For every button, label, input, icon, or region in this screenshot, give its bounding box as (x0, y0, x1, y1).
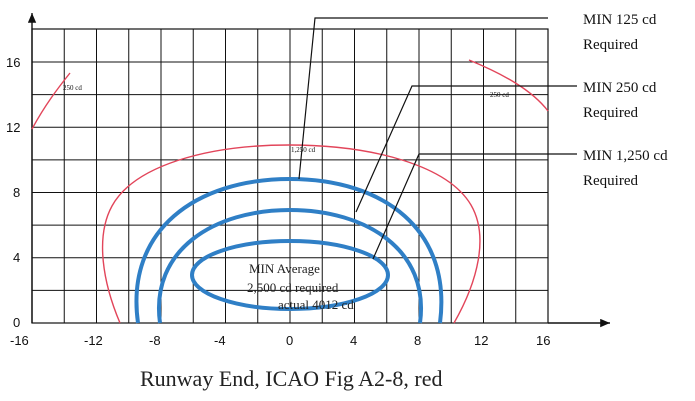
grid (31, 28, 549, 324)
blue-contour-middle (156, 207, 424, 324)
x-tick-8: 8 (414, 333, 421, 348)
callout-leader-1250 (372, 153, 577, 260)
red-contour-center (101, 144, 481, 324)
red-contour-labels: 250 cd 250 cd 1,250 cd (63, 84, 509, 154)
x-tick-0: 0 (286, 333, 293, 348)
y-tick-4: 4 (13, 250, 20, 265)
x-tick-minus-4: -4 (214, 333, 226, 348)
center-label-line-1: MIN Average (249, 261, 320, 276)
center-label-line-2: 2,500 cd required (247, 280, 339, 295)
red-contours (31, 59, 549, 324)
y-tick-16: 16 (6, 55, 20, 70)
callout-1250-line-1: MIN 1,250 cd (583, 148, 668, 164)
callout-125-line-2: Required (583, 37, 638, 53)
red-label-center: 1,250 cd (291, 146, 316, 154)
x-tick-4: 4 (350, 333, 357, 348)
red-label-left: 250 cd (63, 84, 82, 92)
center-label: MIN Average 2,500 cd required actual 401… (247, 261, 354, 312)
callout-125-line-1: MIN 125 cd (583, 12, 657, 28)
y-tick-0: 0 (13, 315, 20, 330)
x-tick-16: 16 (536, 333, 550, 348)
figure-caption: Runway End, ICAO Fig A2-8, red (140, 366, 442, 391)
x-tick-minus-16: -16 (10, 333, 29, 348)
callout-250-line-1: MIN 250 cd (583, 80, 657, 96)
red-contour-right-upper (468, 59, 549, 112)
center-label-line-3: actual 4012 cd (278, 297, 354, 312)
y-tick-12: 12 (6, 120, 20, 135)
x-tick-minus-12: -12 (84, 333, 103, 348)
blue-contour-outer (134, 176, 444, 324)
callout-leader-125 (298, 17, 548, 180)
red-label-right: 250 cd (490, 91, 509, 99)
blue-contours (134, 176, 444, 324)
red-contour-left-upper (31, 72, 71, 130)
callout-1250-line-2: Required (583, 173, 638, 189)
x-tick-12: 12 (474, 333, 488, 348)
axes (27, 12, 610, 328)
callout-leaders (298, 17, 577, 260)
x-tick-minus-8: -8 (149, 333, 161, 348)
callout-text: MIN 125 cd Required MIN 250 cd Required … (583, 12, 668, 189)
callout-250-line-2: Required (583, 105, 638, 121)
callout-leader-250 (355, 85, 577, 213)
tick-labels: -16 -12 -8 -4 0 4 8 12 16 0 4 8 12 16 (6, 55, 550, 348)
y-tick-8: 8 (13, 185, 20, 200)
blue-contour-inner (190, 239, 390, 311)
